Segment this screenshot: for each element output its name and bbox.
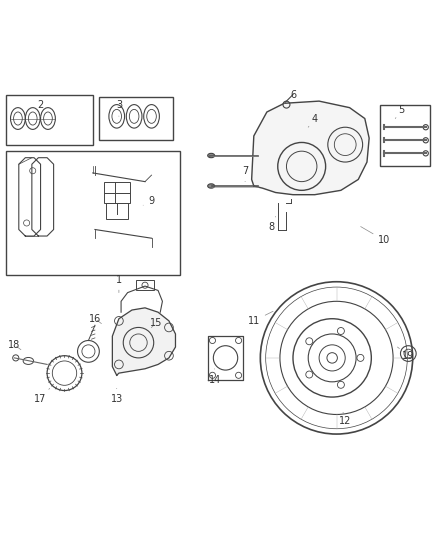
Text: 10: 10 xyxy=(360,227,391,245)
Text: 8: 8 xyxy=(268,216,276,232)
Text: 5: 5 xyxy=(395,105,405,118)
Text: 4: 4 xyxy=(308,114,318,127)
Bar xyxy=(380,106,430,166)
Text: 12: 12 xyxy=(339,413,351,426)
Text: 15: 15 xyxy=(150,318,162,328)
Ellipse shape xyxy=(208,184,215,188)
Bar xyxy=(99,97,173,140)
Bar xyxy=(136,279,154,290)
Text: 2: 2 xyxy=(37,100,44,116)
Bar xyxy=(104,192,130,204)
Text: 3: 3 xyxy=(116,100,122,116)
Polygon shape xyxy=(113,308,176,375)
Ellipse shape xyxy=(208,154,215,158)
Bar xyxy=(104,182,130,192)
Text: 18: 18 xyxy=(8,340,21,350)
Text: 9: 9 xyxy=(143,196,155,206)
Text: 17: 17 xyxy=(34,389,49,404)
Text: 16: 16 xyxy=(89,314,102,324)
Bar xyxy=(106,204,127,219)
Text: 19: 19 xyxy=(397,347,414,361)
Polygon shape xyxy=(252,101,369,195)
Text: 6: 6 xyxy=(284,90,296,103)
Text: 11: 11 xyxy=(248,311,273,326)
Text: 14: 14 xyxy=(208,369,221,385)
Text: 13: 13 xyxy=(111,389,123,404)
Bar xyxy=(6,94,93,144)
Text: 1: 1 xyxy=(116,274,122,293)
Text: 7: 7 xyxy=(242,166,248,182)
Bar xyxy=(6,151,180,275)
